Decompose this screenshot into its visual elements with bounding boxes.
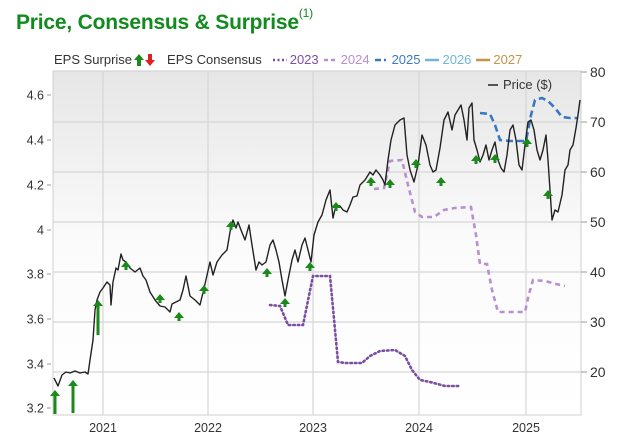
chart-legend: EPS Surprise EPS Consensus 2023 2024 2025 2… [54,52,526,67]
legend-swatch [425,58,440,61]
legend-year-label: 2024 [340,52,370,67]
up-arrow-icon [331,202,341,211]
y-right-tick-label: 60 [590,164,606,180]
plot-area [52,70,582,416]
y-left-tick-label: 3.2 [27,402,44,416]
legend-year-2023: 2023 [272,52,321,67]
up-arrow-icon [93,300,103,335]
x-tick-label: 2024 [405,421,433,435]
y-left-tick-label: 3.8 [27,268,44,282]
y-right-tick-label: 50 [590,214,606,230]
legend-eps-consensus-label: EPS Consensus [167,52,262,67]
up-arrow-icon [280,298,290,307]
price-axis-right: 80 70 60 50 40 30 20 [581,64,606,380]
up-arrow-icon [199,285,209,294]
price-line [53,99,581,387]
up-arrow-icon [50,390,60,414]
legend-year-label: 2026 [442,52,472,67]
x-tick-label: 2023 [299,421,327,435]
up-arrow-icon [305,262,315,271]
up-arrow-icon [134,53,145,66]
x-tick-label: 2021 [89,421,117,435]
legend-year-label: 2025 [391,52,421,67]
legend-price-label: Price ($) [503,77,553,92]
y-right-tick-label: 40 [590,264,606,280]
consensus-2025 [479,96,578,143]
up-arrow-icon [436,177,446,186]
legend-year-2025: 2025 [374,52,423,67]
y-left-tick-label: 4.4 [27,134,44,148]
legend-swatch [323,58,338,61]
consensus-2024 [373,158,566,314]
x-tick-label: 2025 [512,421,540,435]
legend-year-label: 2027 [493,52,523,67]
legend-swatch [374,58,389,61]
up-arrow-icon [366,177,376,186]
legend-swatch [476,58,491,61]
up-arrow-icon [262,268,272,277]
up-arrow-icon [68,380,78,413]
eps-surprise-arrows [50,138,553,414]
legend-swatch [272,58,287,61]
y-right-tick-label: 70 [590,114,606,130]
up-arrow-icon [385,179,395,188]
y-left-tick-label: 4.2 [27,179,44,193]
chart-title: Price, Consensus & Surprise(1) [16,6,313,35]
x-tick-label: 2022 [194,421,222,435]
eps-consensus-lines [268,96,578,388]
up-arrow-icon [121,261,131,270]
consensus-2023 [268,274,462,388]
y-right-tick-label: 20 [590,364,606,380]
y-left-tick-label: 4 [37,224,44,238]
gridlines [53,71,581,415]
legend-year-2027: 2027 [475,52,524,67]
up-arrow-icon [226,221,236,230]
legend-year-2024: 2024 [323,52,372,67]
year-axis: 2021 2022 2023 2024 2025 [89,421,540,435]
legend-eps-surprise-label: EPS Surprise [54,52,133,67]
y-right-tick-label: 30 [590,314,606,330]
price-line-swatch [488,83,498,86]
up-arrow-icon [471,155,481,164]
legend-eps-surprise: EPS Surprise [54,52,156,67]
y-left-tick-label: 3.4 [27,358,44,372]
chart-title-text: Price, Consensus & Surprise [16,11,299,34]
legend-year-label: 2023 [289,52,319,67]
down-arrow-icon [145,53,156,66]
y-left-tick-label: 4.6 [27,89,44,103]
up-arrow-icon [490,154,500,163]
price-series [53,99,581,387]
legend-years: 2023 2024 2025 2026 2027 [272,52,527,67]
y-left-tick-label: 3.6 [27,313,44,327]
title-footnote: (1) [298,6,313,20]
legend-year-2026: 2026 [424,52,473,67]
up-arrow-icon [155,294,165,303]
y-right-tick-label: 80 [590,64,606,80]
up-arrow-icon [543,190,553,199]
up-arrow-icon [411,159,421,168]
legend-price: Price ($) [488,77,552,92]
up-arrow-icon [174,312,184,321]
eps-axis-left: 4.6 4.4 4.2 4 3.8 3.6 3.4 3.2 [27,89,51,416]
up-arrow-icon [522,138,532,147]
legend-eps-consensus: EPS Consensus [167,52,262,67]
